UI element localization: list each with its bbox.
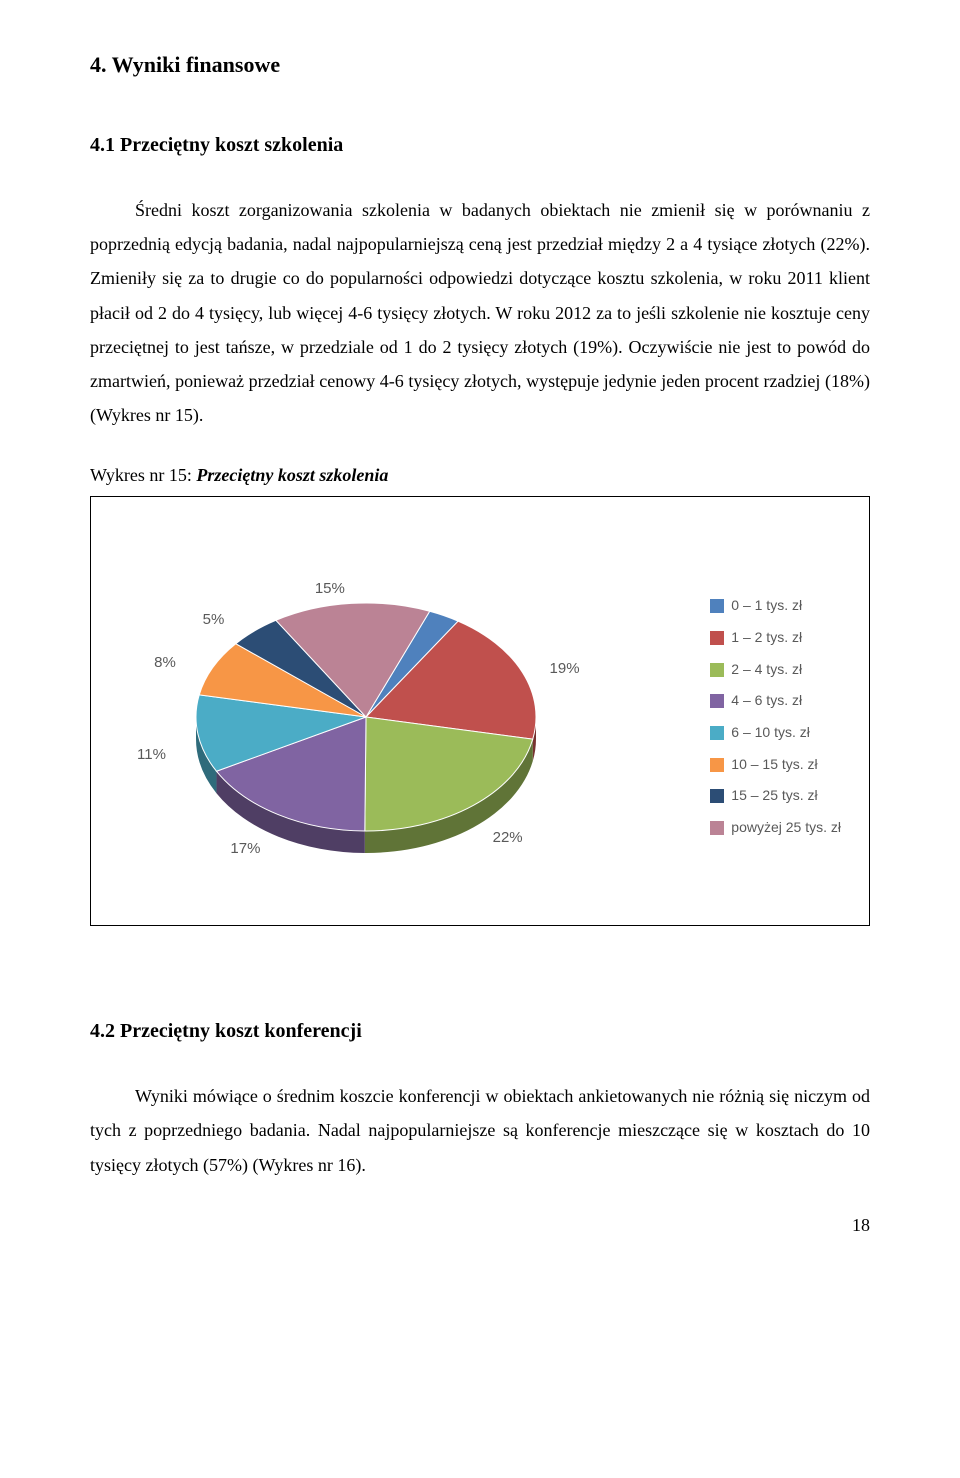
legend-label: 10 – 15 tys. zł	[731, 754, 817, 776]
pie-chart-szkolenia: 19% 22% 17% 11% 8% 5% 15% 0 – 1 tys. zł 1 – 2 t…	[90, 496, 870, 926]
legend-item: 10 – 15 tys. zł	[710, 754, 841, 776]
legend-swatch	[710, 821, 724, 835]
legend-item: 6 – 10 tys. zł	[710, 722, 841, 744]
page-number: 18	[90, 1212, 870, 1240]
figure-caption-15: Wykres nr 15: Przeciętny koszt szkolenia	[90, 462, 870, 490]
legend-item: 2 – 4 tys. zł	[710, 659, 841, 681]
figure-caption-title: Przeciętny koszt szkolenia	[196, 465, 388, 485]
legend-label: powyżej 25 tys. zł	[731, 817, 841, 839]
subsection-heading-4-1: 4.1 Przeciętny koszt szkolenia	[90, 130, 870, 161]
pie-slice-label: 19%	[550, 657, 580, 680]
paragraph-4-1: Średni koszt zorganizowania szkolenia w …	[90, 193, 870, 432]
legend-swatch	[710, 758, 724, 772]
chart-legend: 0 – 1 tys. zł 1 – 2 tys. zł 2 – 4 tys. zł 4…	[710, 595, 841, 849]
pie-slice-label: 11%	[137, 743, 166, 766]
legend-swatch	[710, 599, 724, 613]
pie-slice-label: 15%	[315, 577, 345, 600]
legend-label: 15 – 25 tys. zł	[731, 785, 817, 807]
legend-item: powyżej 25 tys. zł	[710, 817, 841, 839]
legend-label: 4 – 6 tys. zł	[731, 690, 802, 712]
legend-swatch	[710, 789, 724, 803]
legend-swatch	[710, 694, 724, 708]
subsection-heading-4-2: 4.2 Przeciętny koszt konferencji	[90, 1016, 870, 1047]
pie-slice-label: 22%	[493, 826, 523, 849]
section-heading-4: 4. Wyniki finansowe	[90, 48, 870, 82]
legend-label: 6 – 10 tys. zł	[731, 722, 810, 744]
legend-label: 2 – 4 tys. zł	[731, 659, 802, 681]
legend-item: 4 – 6 tys. zł	[710, 690, 841, 712]
legend-swatch	[710, 726, 724, 740]
legend-swatch	[710, 631, 724, 645]
legend-item: 0 – 1 tys. zł	[710, 595, 841, 617]
figure-caption-prefix: Wykres nr 15:	[90, 465, 196, 485]
legend-swatch	[710, 663, 724, 677]
pie-slice-label: 17%	[230, 837, 260, 860]
pie-slice-label: 5%	[203, 608, 225, 631]
legend-label: 1 – 2 tys. zł	[731, 627, 802, 649]
legend-item: 1 – 2 tys. zł	[710, 627, 841, 649]
paragraph-4-2: Wyniki mówiące o średnim koszcie konfere…	[90, 1079, 870, 1182]
pie-slice-label: 8%	[154, 651, 176, 674]
legend-item: 15 – 25 tys. zł	[710, 785, 841, 807]
legend-label: 0 – 1 tys. zł	[731, 595, 802, 617]
